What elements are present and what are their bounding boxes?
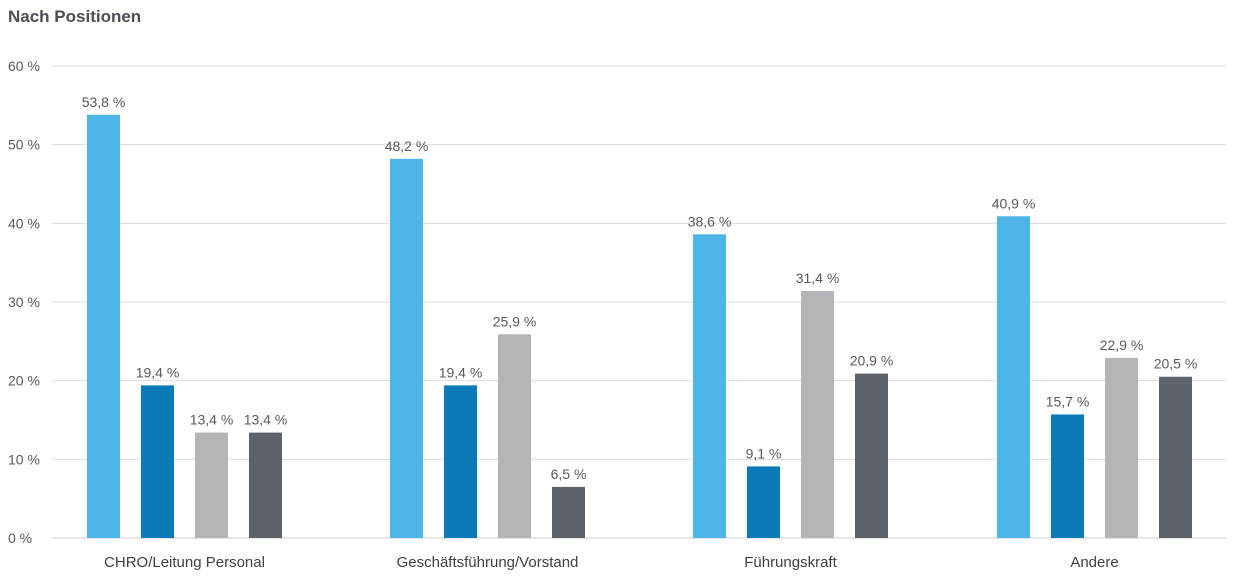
- y-tick-label: 40 %: [8, 215, 40, 231]
- data-label: 15,7 %: [1046, 393, 1090, 409]
- x-category-label: Andere: [1070, 554, 1118, 571]
- x-category-label: Geschäftsführung/Vorstand: [397, 554, 579, 571]
- bar: [747, 466, 780, 538]
- bar: [1051, 414, 1084, 538]
- y-tick-label: 20 %: [8, 373, 40, 389]
- bar: [1105, 357, 1138, 538]
- bar: [1159, 376, 1192, 538]
- bar: [390, 158, 423, 538]
- bar: [195, 432, 228, 538]
- data-label: 20,5 %: [1154, 356, 1198, 372]
- bar: [249, 432, 282, 538]
- data-label: 22,9 %: [1100, 337, 1144, 353]
- y-tick-label: 10 %: [8, 451, 40, 467]
- data-label: 9,1 %: [746, 445, 782, 461]
- bar: [801, 290, 834, 538]
- data-label: 6,5 %: [551, 466, 587, 482]
- data-label: 48,2 %: [385, 138, 429, 154]
- bar: [855, 373, 888, 538]
- bar: [87, 114, 120, 539]
- gridlines: [52, 65, 1226, 539]
- bars: [87, 114, 1192, 539]
- chart-title: Nach Positionen: [8, 7, 142, 26]
- x-axis-categories: CHRO/Leitung Personal Geschäftsführung/Vo…: [104, 554, 1119, 571]
- data-label: 13,4 %: [190, 412, 234, 428]
- y-tick-label: 0 %: [8, 530, 32, 546]
- bar: [444, 385, 477, 538]
- x-category-label: CHRO/Leitung Personal: [104, 554, 265, 571]
- bar: [552, 486, 585, 538]
- data-labels: 53,8 % 48,2 % 38,6 % 40,9 % 19,4 % 19,4 % 9,1 …: [82, 94, 1198, 482]
- data-label: 20,9 %: [850, 353, 894, 369]
- x-category-label: Führungskraft: [744, 554, 837, 571]
- y-tick-label: 30 %: [8, 294, 40, 310]
- y-tick-label: 60 %: [8, 58, 40, 74]
- bar: [693, 234, 726, 538]
- bar: [141, 385, 174, 538]
- y-axis-ticks: 0 % 10 % 20 % 30 % 40 % 50 % 60 %: [8, 58, 40, 546]
- data-label: 31,4 %: [796, 270, 840, 286]
- bar: [997, 216, 1030, 538]
- data-label: 40,9 %: [992, 195, 1036, 211]
- y-tick-label: 50 %: [8, 137, 40, 153]
- data-label: 13,4 %: [244, 412, 288, 428]
- data-label: 25,9 %: [493, 313, 537, 329]
- data-label: 38,6 %: [688, 213, 732, 229]
- data-label: 53,8 %: [82, 94, 126, 110]
- data-label: 19,4 %: [439, 364, 483, 380]
- data-label: 19,4 %: [136, 364, 180, 380]
- bar: [498, 334, 531, 538]
